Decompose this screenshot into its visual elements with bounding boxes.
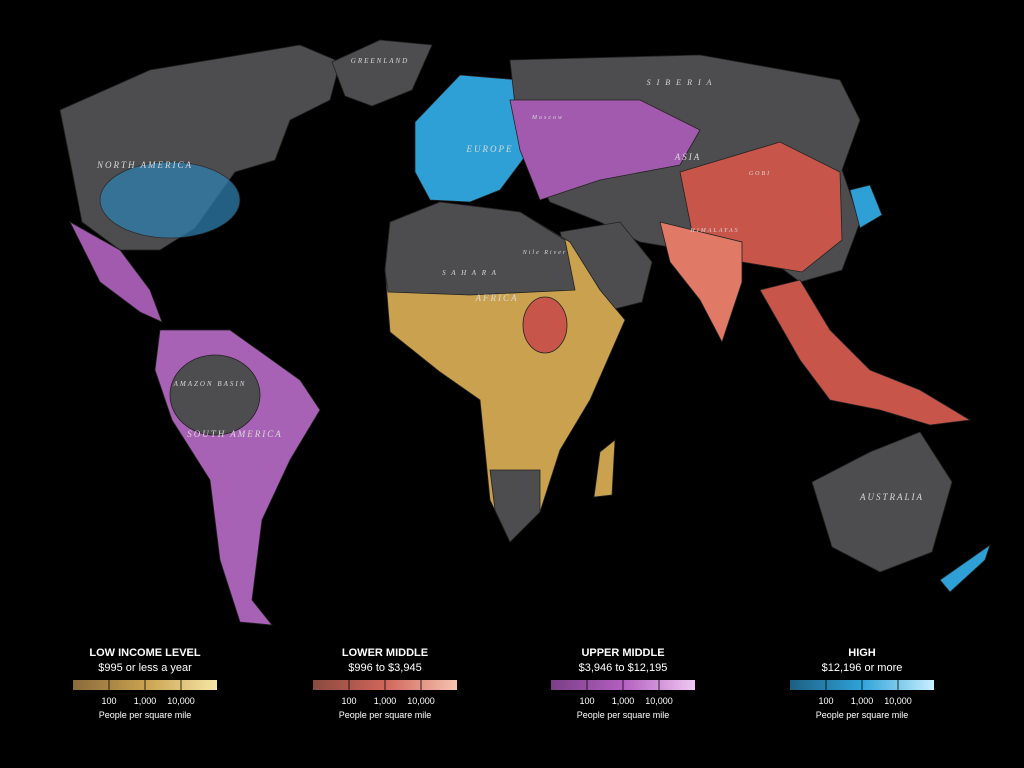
australia xyxy=(811,431,953,573)
legend-title: LOW INCOME LEVEL xyxy=(89,647,201,659)
legend-title: HIGH xyxy=(848,647,876,659)
legend-unit: People per square mile xyxy=(577,710,670,720)
region-label: SOUTH AMERICA xyxy=(187,429,283,439)
legend-tick-label: 100 xyxy=(818,696,833,706)
north-america-high xyxy=(99,161,241,239)
southern-africa xyxy=(489,469,541,543)
legend-title: UPPER MIDDLE xyxy=(581,647,664,659)
africa-lower-middle xyxy=(522,296,568,354)
region-label: AMAZON BASIN xyxy=(173,380,247,388)
madagascar xyxy=(593,439,616,498)
legend-tick-label: 1,000 xyxy=(612,696,635,706)
region-label: ASIA xyxy=(674,152,702,162)
region-label: EUROPE xyxy=(466,144,514,154)
india xyxy=(659,221,743,344)
legend-range: $996 to $3,945 xyxy=(348,662,421,674)
legend-range: $3,946 to $12,195 xyxy=(579,662,668,674)
legend-range: $12,196 or more xyxy=(822,662,903,674)
region-label: Moscow xyxy=(531,115,564,121)
legend-unit: People per square mile xyxy=(339,710,432,720)
region-label: GOBI xyxy=(749,171,771,177)
legend-tick-label: 10,000 xyxy=(407,696,435,706)
amazon xyxy=(169,354,261,436)
legend-tick-label: 100 xyxy=(101,696,116,706)
legend-unit: People per square mile xyxy=(99,710,192,720)
region-labels: GREENLAND S I B E R I A NORTH AMERICA EUROP… xyxy=(96,57,924,502)
southeast-asia xyxy=(759,279,972,426)
legend: LOW INCOME LEVEL $995 or less a year 100 1,… xyxy=(73,647,934,720)
sahara xyxy=(384,201,576,296)
region-label: GREENLAND xyxy=(351,57,409,65)
region-label: AFRICA xyxy=(475,293,519,303)
central-america xyxy=(69,221,163,323)
region-label: S I B E R I A xyxy=(647,78,714,87)
legend-tick-label: 1,000 xyxy=(851,696,874,706)
greenland xyxy=(331,39,433,107)
russia-populated xyxy=(509,99,701,201)
new-zealand xyxy=(939,543,991,593)
legend-tick-label: 10,000 xyxy=(645,696,673,706)
legend-tick-label: 100 xyxy=(341,696,356,706)
region-label: Nile River xyxy=(522,250,568,256)
legend-tick-label: 10,000 xyxy=(167,696,195,706)
region-label: HIMALAYAS xyxy=(689,228,739,234)
region-label: AUSTRALIA xyxy=(859,492,924,502)
legend-range: $995 or less a year xyxy=(98,662,192,674)
legend-tick-label: 1,000 xyxy=(374,696,397,706)
legend-unit: People per square mile xyxy=(816,710,909,720)
japan xyxy=(849,184,883,229)
legend-title: LOWER MIDDLE xyxy=(342,647,428,659)
region-label: S A H A R A xyxy=(442,269,498,277)
legend-tick-label: 100 xyxy=(579,696,594,706)
region-label: NORTH AMERICA xyxy=(96,160,193,170)
legend-tick-label: 1,000 xyxy=(134,696,157,706)
land xyxy=(59,39,991,626)
europe xyxy=(414,74,541,203)
legend-tick-label: 10,000 xyxy=(884,696,912,706)
